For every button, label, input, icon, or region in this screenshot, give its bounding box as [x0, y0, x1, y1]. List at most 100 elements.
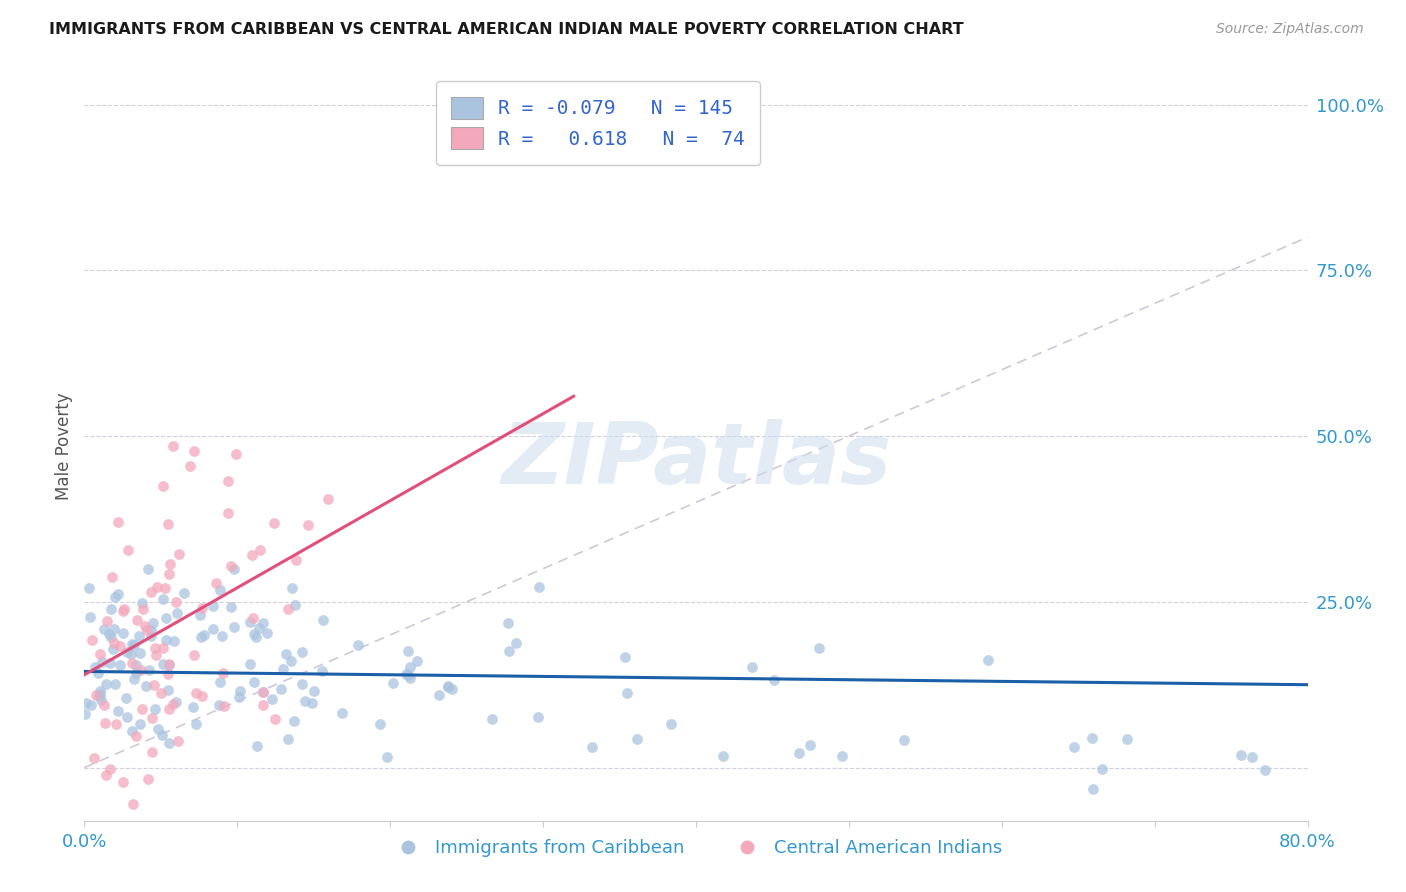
Point [1229, 747, 1251, 762]
Point [799, 738, 821, 752]
Point [301, 697, 323, 711]
Point [1063, 739, 1085, 754]
Point [128, 646, 150, 660]
Point [89, 684, 111, 698]
Point [262, 692, 284, 706]
Point [1254, 763, 1277, 777]
Point [527, 580, 550, 594]
Point [136, 562, 159, 576]
Point [246, 739, 269, 753]
Point [437, 679, 460, 693]
Point [107, 704, 129, 718]
Point [156, 516, 179, 531]
Point [162, 439, 184, 453]
Point [87, 665, 110, 680]
Point [311, 665, 333, 679]
Point [256, 626, 278, 640]
Point [143, 640, 166, 655]
Point [110, 639, 132, 653]
Point [270, 681, 292, 696]
Point [217, 506, 239, 520]
Text: ZIPatlas: ZIPatlas [501, 419, 891, 502]
Point [1081, 781, 1104, 796]
Point [124, 672, 146, 686]
Point [239, 657, 262, 671]
Point [167, 547, 190, 561]
Point [104, 676, 127, 690]
Point [122, 638, 145, 652]
Point [157, 682, 180, 697]
Point [108, 658, 131, 673]
Point [155, 632, 177, 647]
Point [284, 598, 307, 612]
Point [131, 701, 153, 715]
Point [496, 616, 519, 631]
Point [277, 731, 299, 746]
Point [190, 630, 212, 644]
Point [208, 675, 231, 690]
Point [132, 601, 155, 615]
Point [437, 680, 460, 694]
Point [125, 730, 148, 744]
Point [104, 716, 127, 731]
Point [183, 443, 205, 458]
Point [80, 698, 103, 713]
Point [527, 710, 550, 724]
Point [139, 624, 162, 638]
Point [73, 707, 96, 722]
Y-axis label: Male Poverty: Male Poverty [55, 392, 73, 500]
Point [212, 698, 235, 713]
Point [120, 648, 142, 662]
Point [242, 611, 264, 625]
Point [347, 638, 370, 652]
Point [763, 673, 786, 688]
Point [179, 458, 201, 473]
Point [581, 740, 603, 755]
Point [208, 698, 231, 712]
Point [1240, 749, 1263, 764]
Point [155, 611, 177, 625]
Point [191, 600, 214, 615]
Point [122, 797, 145, 811]
Point [1091, 763, 1114, 777]
Point [205, 575, 228, 590]
Point [188, 608, 211, 623]
Point [98, 657, 121, 671]
Point [103, 622, 125, 636]
Point [163, 634, 186, 648]
Point [274, 647, 297, 661]
Legend: Immigrants from Caribbean, Central American Indians: Immigrants from Caribbean, Central Ameri… [382, 831, 1010, 864]
Point [330, 706, 353, 721]
Point [152, 592, 174, 607]
Point [94, 676, 117, 690]
Point [240, 548, 263, 562]
Point [98, 627, 121, 641]
Point [129, 663, 152, 677]
Point [141, 745, 163, 759]
Point [217, 474, 239, 488]
Point [134, 619, 156, 633]
Point [228, 690, 250, 704]
Point [808, 641, 831, 656]
Point [153, 581, 176, 595]
Point [211, 630, 233, 644]
Point [787, 746, 810, 760]
Point [173, 586, 195, 600]
Point [239, 615, 262, 629]
Point [280, 655, 302, 669]
Point [242, 627, 264, 641]
Point [202, 599, 225, 613]
Point [245, 631, 267, 645]
Point [249, 543, 271, 558]
Point [138, 663, 160, 677]
Point [143, 701, 166, 715]
Point [111, 775, 134, 789]
Point [229, 683, 252, 698]
Point [481, 712, 503, 726]
Text: Source: ZipAtlas.com: Source: ZipAtlas.com [1216, 22, 1364, 37]
Point [114, 602, 136, 616]
Point [121, 723, 143, 738]
Point [616, 686, 638, 700]
Point [242, 675, 264, 690]
Point [150, 686, 173, 700]
